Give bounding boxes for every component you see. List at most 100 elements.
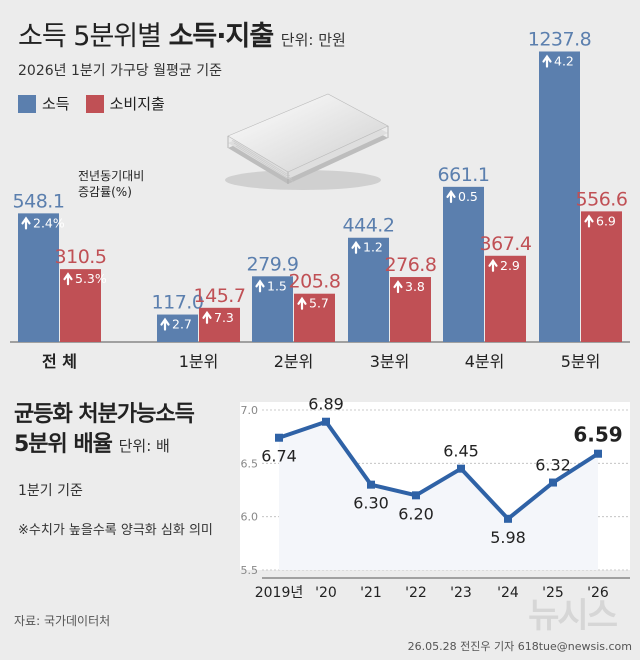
bar-spending-3: [390, 277, 431, 342]
source: 자료: 국가데이터처: [14, 614, 111, 628]
category-label-2: 2분위: [274, 352, 314, 371]
bar-change-income-0: 2.4%: [33, 215, 65, 230]
x-tick-2: '21: [360, 585, 382, 601]
legend-spending-swatch: [85, 94, 104, 113]
bar-income-3: [348, 237, 389, 342]
bar-change-spending-1: 7.3: [214, 310, 234, 325]
line-value-0: 6.74: [261, 447, 297, 466]
unit-label: 단위: 만원: [280, 31, 346, 49]
y-tick-3: 5.5: [241, 564, 259, 577]
legend: 소득 소비지출: [18, 93, 165, 114]
legend-spending: 소비지출: [85, 93, 165, 114]
category-label-4: 4분위: [465, 352, 505, 371]
bar-value-income-4: 661.1: [438, 164, 490, 186]
line-point-6: [549, 478, 557, 487]
up-arrow-icon: [160, 317, 170, 331]
bar-change-spending-3: 3.8: [405, 279, 425, 294]
line-series: [278, 419, 600, 521]
up-arrow-icon: [584, 214, 594, 228]
yoy-label: 전년동기대비 증감률(%): [78, 169, 145, 199]
bar-spending-4: [485, 255, 526, 342]
y-tick-0: 7.0: [241, 404, 259, 417]
x-tick-5: '24: [497, 585, 519, 601]
bar-spending-0: [60, 269, 101, 342]
up-arrow-icon: [297, 296, 307, 310]
line-chart-title: 균등화 처분가능소득 5분위 배율 단위: 배: [14, 402, 195, 457]
x-tick-1: '20: [315, 585, 337, 601]
line-chart-subtitle: 1분기 기준: [18, 483, 83, 499]
bar-value-income-0: 548.1: [13, 190, 65, 212]
line-value-4: 6.45: [443, 442, 479, 461]
x-tick-0: 2019년: [255, 585, 304, 601]
up-arrow-icon: [542, 54, 552, 68]
bar-change-income-4: 0.5: [458, 189, 478, 204]
bar-spending-5: [581, 211, 622, 342]
up-arrow-icon: [63, 272, 73, 286]
line-chart: 7.0 6.5 6.0 5.5 6.74 2019년 6.89 '20 6.30 '21 6.20 '…: [240, 395, 630, 601]
category-label-5: 5분위: [561, 352, 601, 371]
line-area-fill: [279, 421, 598, 570]
bar-change-spending-2: 5.7: [309, 296, 329, 311]
x-tick-6: '25: [542, 585, 564, 601]
up-arrow-icon: [446, 189, 456, 203]
y-tick-2: 6.0: [241, 511, 259, 524]
line-value-3: 6.20: [398, 504, 434, 523]
legend-income: 소득: [18, 93, 70, 114]
y-tick-1: 6.5: [241, 457, 259, 470]
bar-change-spending-5: 6.9: [596, 213, 616, 228]
category-label-3: 3분위: [370, 352, 410, 371]
line-point-3: [412, 491, 420, 500]
up-arrow-icon: [488, 258, 498, 272]
bar-income-5: [539, 51, 580, 342]
bar-value-spending-4: 367.4: [480, 233, 532, 255]
line-value-1: 6.89: [308, 395, 344, 414]
bar-value-spending-3: 276.8: [385, 254, 437, 276]
bar-value-spending-1: 145.7: [194, 285, 246, 307]
bar-value-income-2: 279.9: [247, 253, 299, 275]
line-value-2: 6.30: [353, 494, 389, 513]
watermark: 뉴시스: [528, 596, 618, 636]
money-stack-icon: [225, 93, 389, 190]
up-arrow-icon: [202, 310, 212, 324]
bar-income-1: [157, 314, 198, 342]
bar-income-0: [18, 213, 59, 342]
up-arrow-icon: [255, 279, 265, 293]
x-tick-3: '22: [405, 585, 427, 601]
x-tick-4: '23: [450, 585, 472, 601]
bar-value-spending-2: 205.8: [289, 271, 341, 293]
bar-change-income-5: 4.2: [554, 53, 574, 68]
bar-change-income-3: 1.2: [363, 240, 383, 255]
line-point-1: [322, 417, 330, 426]
up-arrow-icon: [351, 240, 361, 254]
line-value-5: 5.98: [490, 528, 526, 547]
bar-value-income-3: 444.2: [343, 215, 395, 237]
line-point-7: [594, 449, 602, 458]
legend-income-swatch: [18, 94, 36, 113]
bar-income-2: [252, 276, 293, 342]
bar-value-income-5: 1237.8: [528, 28, 591, 50]
line-value-6: 6.32: [535, 456, 571, 475]
bar-change-income-2: 1.5: [267, 278, 287, 293]
subtitle: 2026년 1분기 가구당 월평균 기준: [18, 63, 223, 79]
bar-change-spending-0: 5.3%: [75, 271, 107, 286]
bar-value-spending-5: 556.6: [576, 188, 628, 210]
bar-income-4: [443, 186, 484, 342]
credit: 26.05.28 전진우 기자 618tue@newsis.com: [407, 640, 632, 653]
bar-change-income-1: 2.7: [172, 317, 192, 332]
bar-value-income-1: 117.0: [152, 292, 204, 314]
bar-change-spending-4: 2.9: [500, 258, 520, 273]
main-title: 소득 5분위별 소득·지출 단위: 만원: [18, 21, 346, 52]
category-label-1: 1분위: [179, 352, 219, 371]
line-point-2: [367, 480, 375, 489]
line-point-4: [457, 464, 465, 473]
category-label-0: 전 체: [42, 352, 77, 371]
x-tick-7: '26: [587, 585, 609, 601]
line-chart-note: ※수치가 높을수록 양극화 심화 의미: [18, 523, 213, 538]
line-point-0: [275, 433, 283, 442]
bar-value-spending-0: 310.5: [55, 246, 107, 268]
line-point-5: [504, 514, 512, 523]
up-arrow-icon: [21, 216, 31, 230]
up-arrow-icon: [393, 280, 403, 294]
line-value-7: 6.59: [573, 423, 622, 447]
